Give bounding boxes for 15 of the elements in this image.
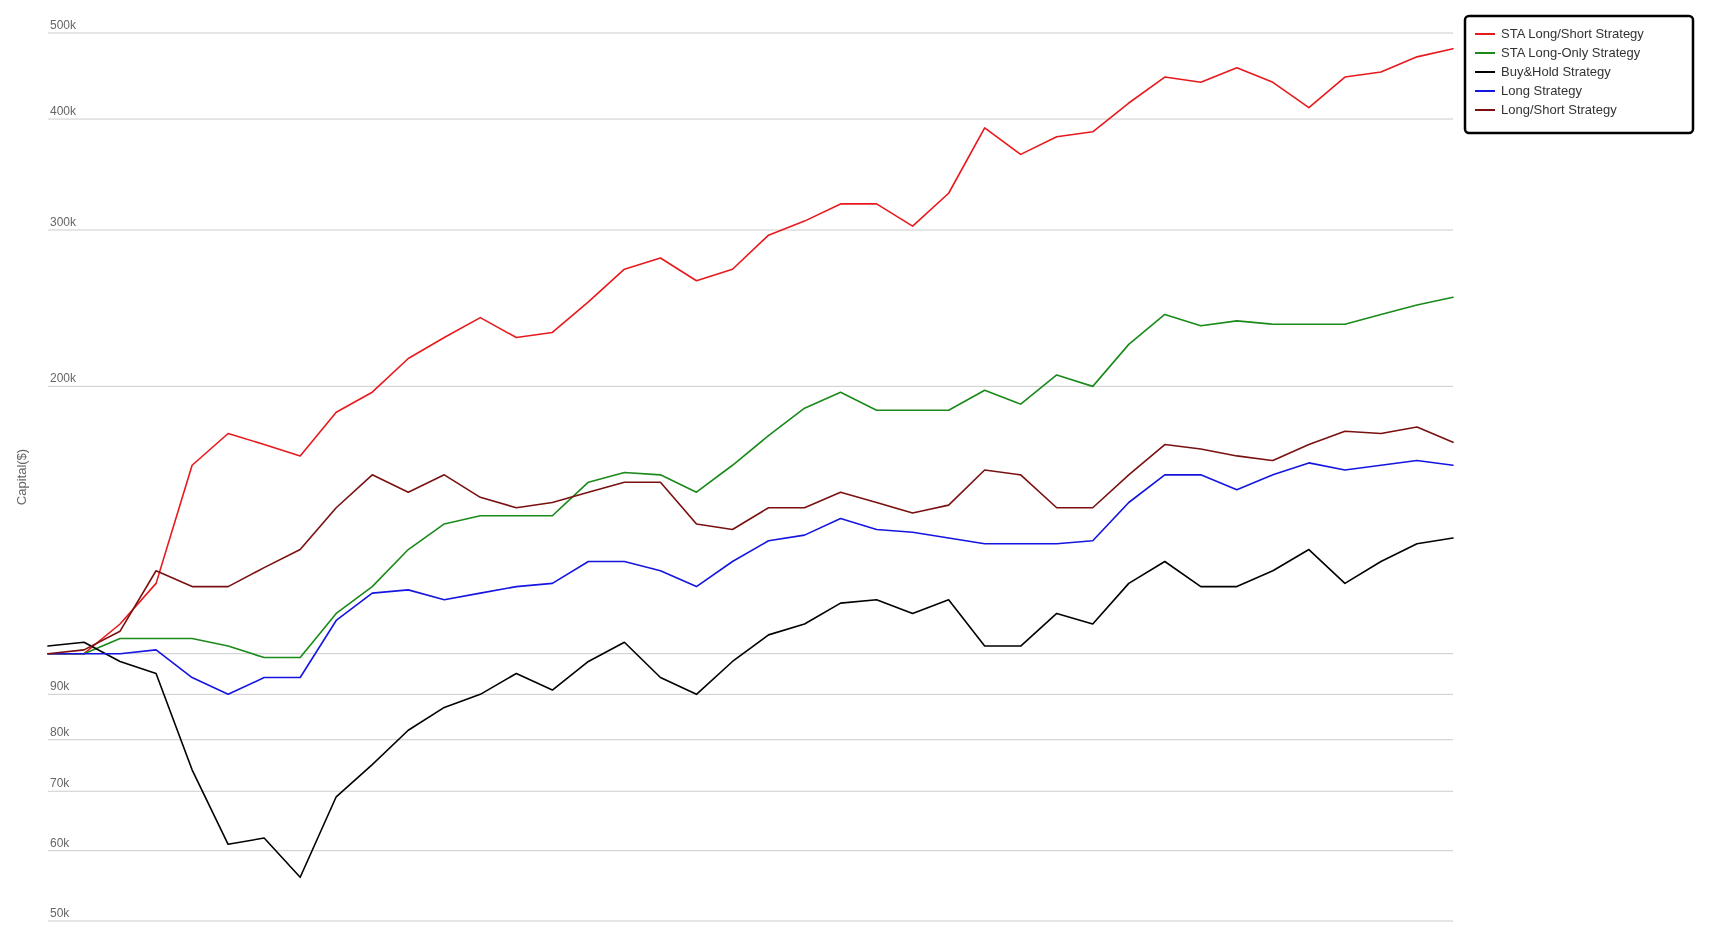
- y-axis-title: Capital($): [14, 448, 29, 506]
- y-tick-label: 200k: [50, 371, 78, 386]
- legend-label: Buy&Hold Strategy: [1501, 64, 1612, 79]
- y-tick-label: 50k: [50, 906, 71, 920]
- legend-label: STA Long-Only Strategy: [1501, 45, 1641, 60]
- y-tick-label: 90k: [50, 679, 71, 694]
- legend-label: STA Long/Short Strategy: [1501, 26, 1645, 41]
- y-tick-label: 60k: [50, 835, 71, 850]
- y-tick-label: 300k: [50, 215, 78, 229]
- legend-label: Long Strategy: [1501, 83, 1583, 98]
- y-tick-label: 80k: [50, 724, 71, 739]
- y-tick-label: 400k: [50, 104, 78, 119]
- y-tick-label: 70k: [50, 776, 71, 791]
- legend-label: Long/Short Strategy: [1501, 102, 1618, 117]
- y-tick-label: 500k: [50, 18, 78, 32]
